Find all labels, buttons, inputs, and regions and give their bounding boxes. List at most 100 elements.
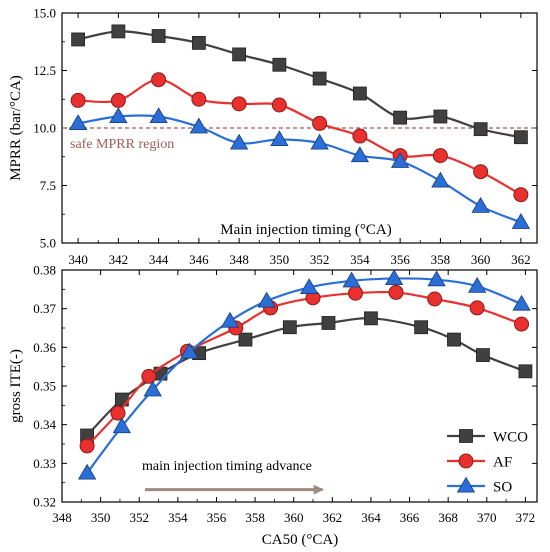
y-tick-label: 10.0 [33,121,56,136]
x-tick-label: 372 [516,510,536,525]
y-tick-label: 0.35 [33,379,56,394]
data-point-af [191,91,207,107]
data-point-so [143,380,162,397]
data-point-so [299,278,319,294]
bottom-chart-panel: 348 350 352 354 356 358 360 362 364 366 368 370 372 0… [8,263,538,548]
data-point-so [384,269,404,286]
data-point-wco [272,57,287,72]
data-point-so [257,291,276,308]
data-point-wco [447,332,461,347]
x-tick-label: 340 [68,252,88,267]
x-tick-label: 366 [400,510,420,525]
data-point-wco [433,109,448,124]
data-point-af [70,92,86,108]
x-tick-label: 346 [189,252,209,267]
y-tick-label: 0.36 [33,340,56,355]
data-point-so [220,311,240,328]
x-tick-label: 368 [438,510,458,525]
x-tick-label: 362 [511,252,531,267]
data-point-wco [364,311,378,326]
x-tick-label: 354 [350,252,370,267]
data-point-wco [238,332,253,347]
legend-label-wco: WCO [493,430,528,446]
data-point-wco [513,130,528,145]
data-point-so [467,276,487,293]
data-point-af [271,97,287,113]
x-axis-title: Main injection timing (°CA) [220,222,391,238]
data-point-af [110,92,126,108]
data-point-so [270,130,289,147]
data-point-so [431,171,450,188]
data-point-wco [151,29,166,43]
legend-marker-so [456,476,476,493]
x-tick-label: 360 [471,252,491,267]
data-point-wco [352,86,367,101]
x-axis-title: CA50 (°CA) [262,532,338,548]
y-tick-label: 0.38 [33,263,56,278]
data-point-af [151,72,167,88]
data-point-wco [312,71,327,86]
x-tick-label: 356 [390,252,410,267]
data-point-af [513,187,529,203]
y-axis-title: gross ITE(-) [8,349,24,423]
x-tick-label: 356 [207,510,227,525]
data-point-so [350,146,370,163]
x-tick-label: 352 [129,510,149,525]
data-point-so [342,271,361,288]
data-point-wco [321,316,336,330]
data-point-af [514,316,530,332]
legend-marker-wco [459,429,473,443]
x-tick-label: 358 [431,252,451,267]
x-tick-label: 360 [284,510,304,525]
legend-label-so: SO [493,480,512,496]
data-point-so [512,294,531,311]
data-point-wco [111,24,126,39]
data-point-so [427,270,446,287]
data-point-so [511,213,531,229]
x-tick-label: 370 [477,510,497,525]
data-point-af [347,285,363,301]
data-point-af [79,438,95,454]
x-tick-label: 354 [168,510,188,525]
data-point-so [109,107,128,124]
data-point-so [112,417,132,434]
y-tick-label: 0.32 [33,495,56,510]
data-point-af [427,291,443,307]
data-point-af [312,115,328,131]
advance-annotation: main injection timing advance [142,459,312,474]
data-point-so [189,117,209,134]
data-point-so [77,463,97,480]
data-point-so [310,133,329,150]
data-point-so [471,196,490,213]
series-line-so [77,114,522,224]
y-tick-label: 7.5 [40,178,56,193]
data-point-wco [414,320,429,335]
data-point-af [432,148,448,164]
data-point-wco [71,32,86,47]
legend: WCO AF SO [447,429,528,496]
series-line-af [86,290,522,447]
data-point-af [469,300,485,316]
data-point-af [388,284,404,300]
data-point-so [68,114,88,130]
y-tick-label: 12.5 [33,63,56,78]
data-point-af [231,96,247,112]
data-point-wco [232,47,247,62]
y-tick-label: 0.33 [33,456,56,471]
data-point-wco [518,364,533,379]
top-chart-panel: 340 342 344 346 348 350 352 354 356 358 360 362 5.0 7… [8,6,538,267]
data-point-so [149,107,168,124]
legend-marker-af [458,453,474,469]
y-tick-label: 0.37 [33,301,56,316]
data-point-so [390,152,410,168]
x-tick-label: 362 [323,510,343,525]
data-point-af [473,164,489,180]
data-point-wco [476,348,490,362]
data-point-wco [393,110,408,125]
y-tick-label: 0.34 [33,417,56,432]
safe-mprr-region-label: safe MPRR region [70,137,174,152]
data-point-so [229,133,249,150]
data-point-so [180,342,199,359]
x-tick-label: 364 [361,510,381,525]
